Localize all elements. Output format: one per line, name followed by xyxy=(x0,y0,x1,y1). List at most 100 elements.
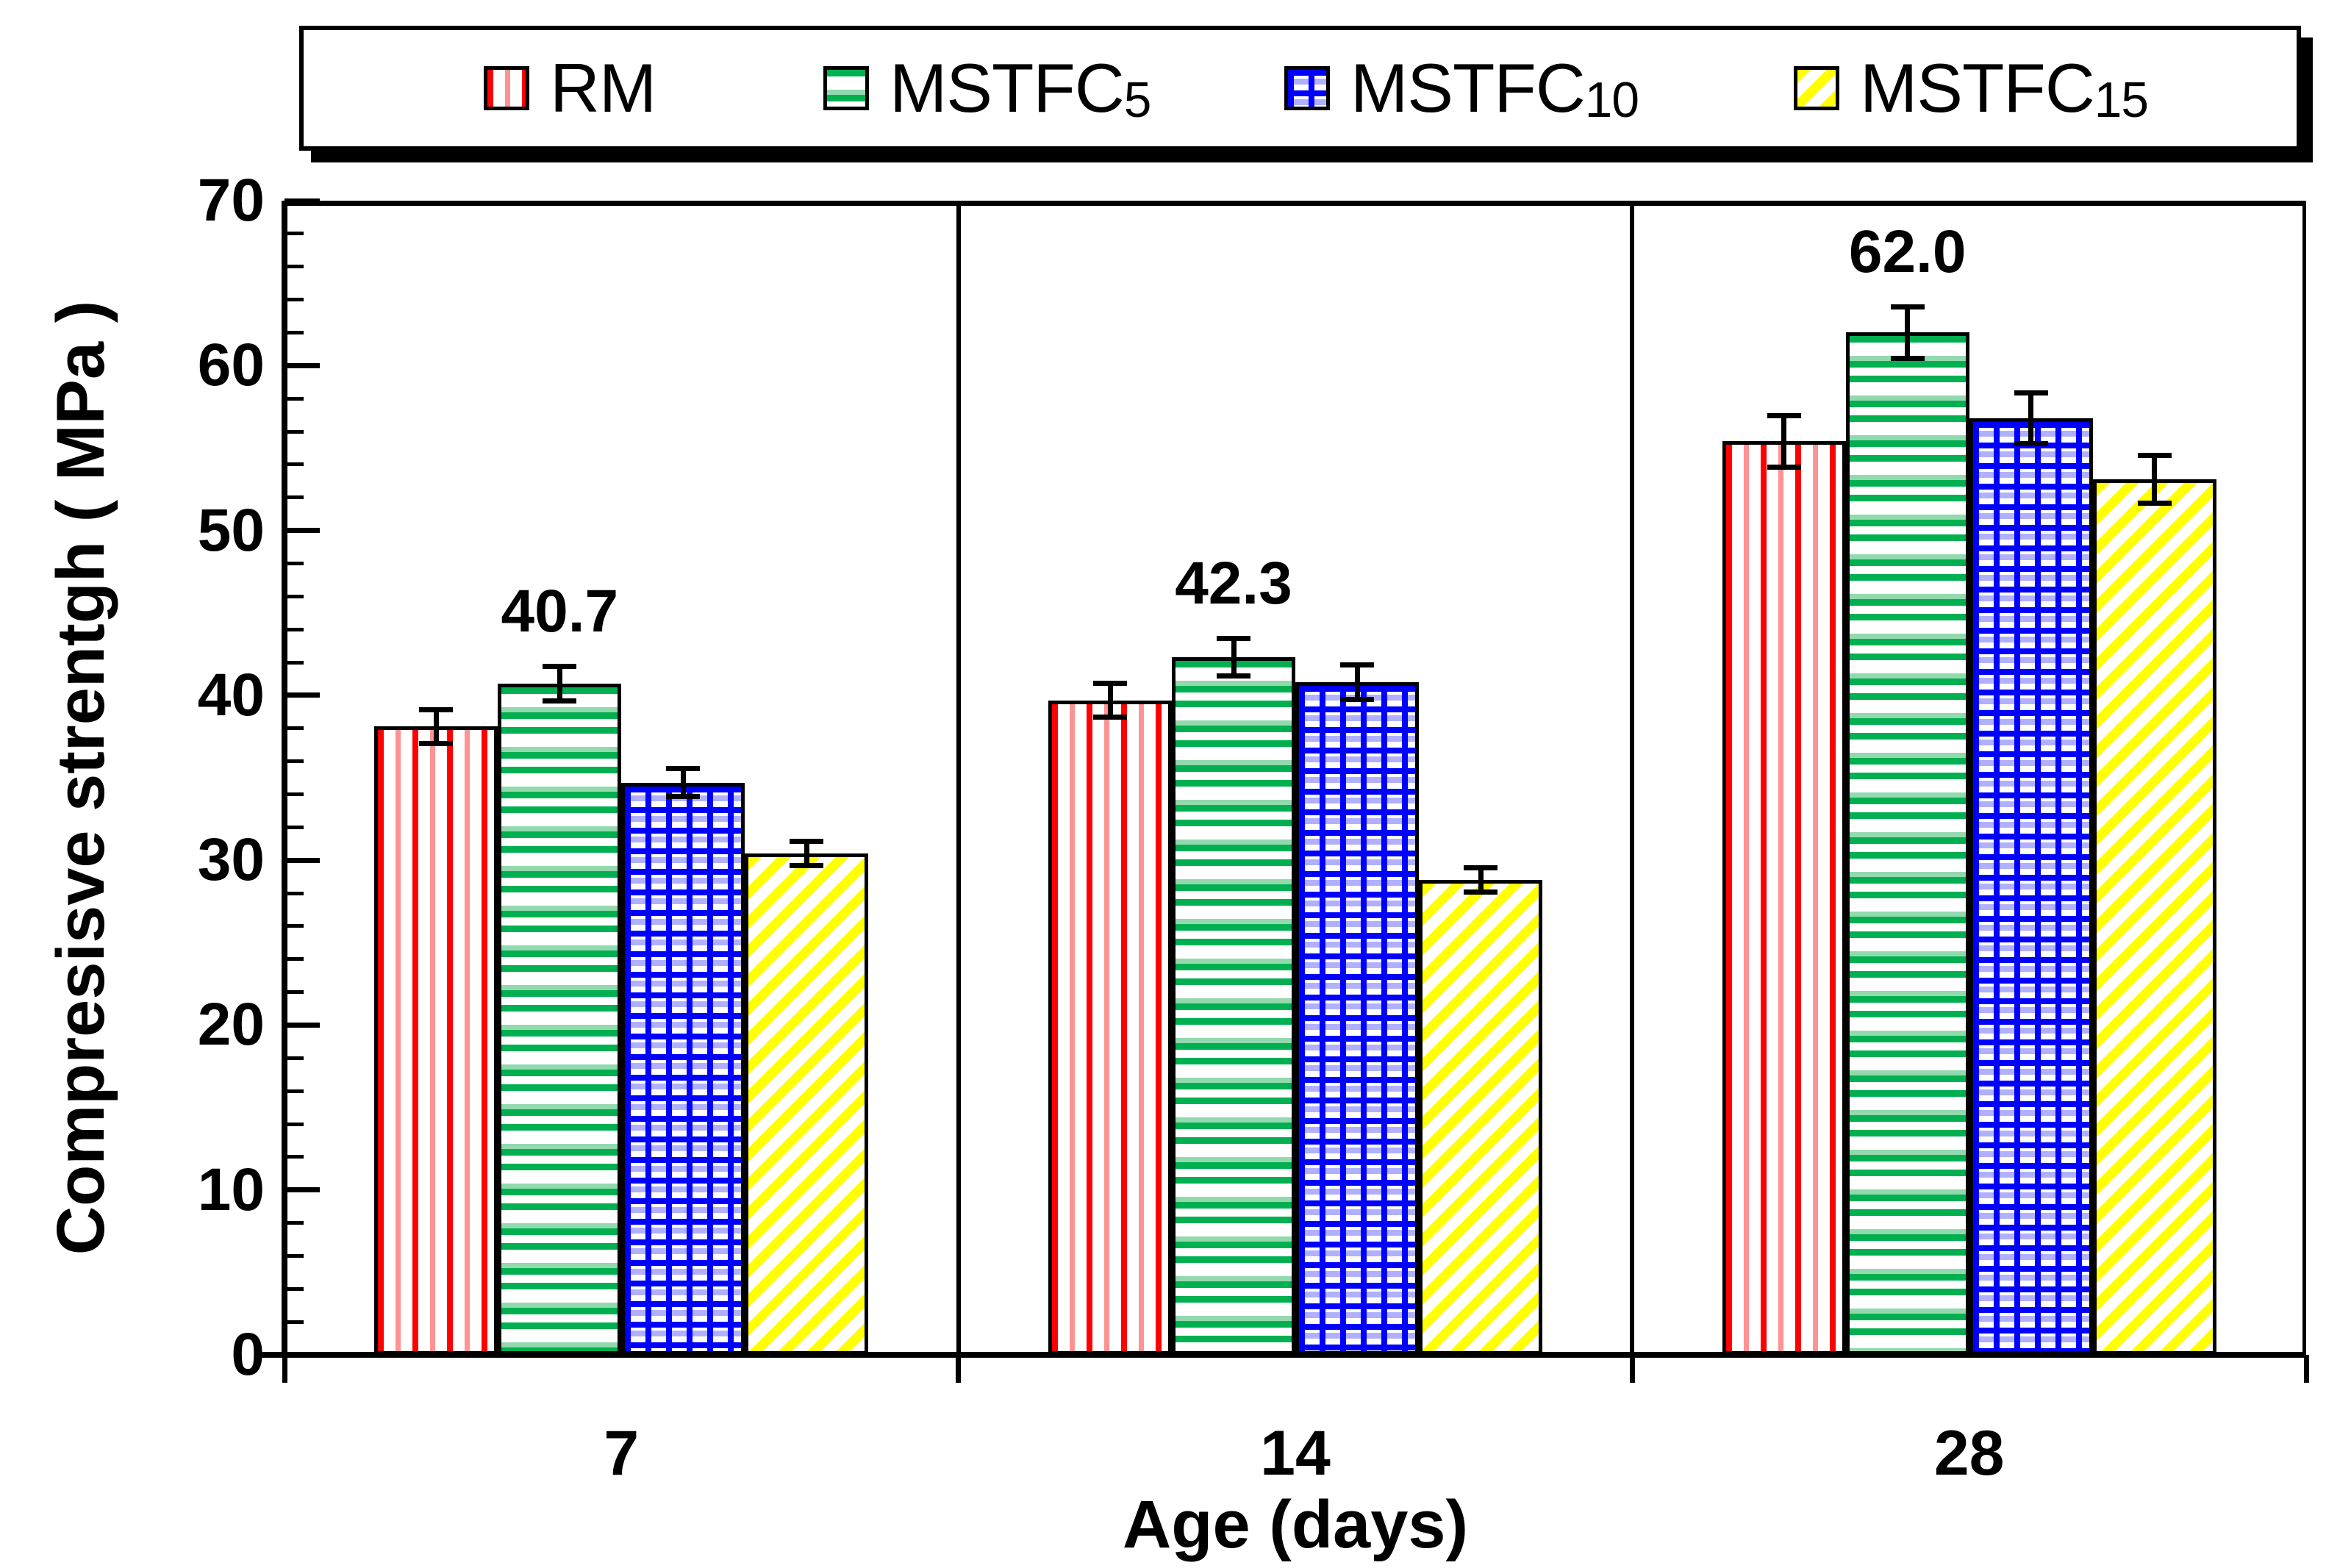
legend-label-mstfc5: MSTFC5 xyxy=(890,49,1152,128)
x-axis-tick xyxy=(1629,1355,1635,1383)
legend-label-digits: 15 xyxy=(2094,72,2149,128)
y-major-tick xyxy=(285,857,320,863)
legend-label-rm: RM xyxy=(550,49,656,126)
legend-item-mstfc15: MSTFC15 xyxy=(1794,30,2149,146)
panel-separator-2 xyxy=(1630,201,1634,1355)
bar-rm-14d xyxy=(1048,700,1172,1355)
error-bar-cap xyxy=(666,794,701,800)
y-tick-label: 50 xyxy=(197,496,265,564)
y-minor-tick xyxy=(285,561,304,565)
y-tick-label: 20 xyxy=(197,991,265,1059)
mstfc10-pattern-swatch-icon xyxy=(1284,66,1330,110)
error-bar-cap xyxy=(790,863,824,869)
y-minor-tick xyxy=(285,1056,304,1060)
panel-separator-1 xyxy=(956,201,961,1355)
y-minor-tick xyxy=(285,462,304,467)
error-bar-stem xyxy=(1354,662,1360,702)
bar-mstfc5-14d xyxy=(1172,657,1295,1355)
y-minor-tick xyxy=(285,1155,304,1159)
plot-area-border xyxy=(285,201,2306,1355)
y-minor-tick xyxy=(285,265,304,269)
bar-mstfc5-7d xyxy=(498,684,622,1355)
error-bar-cap xyxy=(1464,889,1497,895)
y-major-tick xyxy=(285,1022,320,1028)
y-minor-tick xyxy=(285,891,304,895)
error-bar-mstfc10-7d xyxy=(666,766,701,800)
y-major-tick xyxy=(285,1352,320,1358)
mstfc5-pattern-swatch-icon xyxy=(823,66,869,110)
bar-mstfc5-28d xyxy=(1845,332,1969,1355)
error-bar-mstfc15-14d xyxy=(1464,864,1497,895)
error-bar-rm-14d xyxy=(1093,680,1127,720)
error-bar-cap xyxy=(419,741,454,747)
error-bar-cap xyxy=(1340,696,1374,702)
x-category-label: 28 xyxy=(1933,1418,2005,1489)
y-minor-tick xyxy=(285,825,304,829)
bar-rm-7d xyxy=(374,726,498,1355)
error-bar-stem xyxy=(557,664,562,704)
y-minor-tick xyxy=(285,495,304,500)
y-minor-tick xyxy=(285,660,304,665)
error-bar-stem xyxy=(2028,390,2034,447)
error-bar-cap xyxy=(1767,464,1801,470)
bar-mstfc15-14d xyxy=(1419,880,1542,1355)
error-bar-stem xyxy=(804,838,809,869)
y-minor-tick xyxy=(285,330,304,334)
error-bar-mstfc15-28d xyxy=(2137,453,2172,506)
error-bar-mstfc10-14d xyxy=(1340,662,1374,702)
error-bar-mstfc5-28d xyxy=(1890,304,1925,361)
y-minor-tick xyxy=(285,1253,304,1258)
bar-mstfc10-28d xyxy=(1969,418,2093,1355)
y-minor-tick xyxy=(285,1122,304,1126)
y-minor-tick xyxy=(285,1221,304,1225)
y-minor-tick xyxy=(285,726,304,731)
bar-mstfc10-14d xyxy=(1295,681,1419,1355)
y-minor-tick xyxy=(285,924,304,928)
error-bar-stem xyxy=(1231,636,1237,679)
y-minor-tick xyxy=(285,1320,304,1324)
x-category-label: 14 xyxy=(1260,1418,1331,1489)
y-major-tick xyxy=(285,692,320,698)
bar-mstfc15-7d xyxy=(745,853,869,1355)
y-minor-tick xyxy=(285,298,304,302)
y-minor-tick xyxy=(285,990,304,995)
legend: RM MSTFC5 MSTFC10 MSTFC15 xyxy=(299,26,2301,151)
rm-pattern-swatch-icon xyxy=(484,66,529,110)
y-tick-label: 40 xyxy=(197,661,265,728)
y-minor-tick xyxy=(285,1286,304,1291)
legend-label-digits: 5 xyxy=(1123,72,1152,128)
error-bar-cap xyxy=(2014,441,2048,447)
y-minor-tick xyxy=(285,396,304,401)
bar-mstfc15-28d xyxy=(2092,479,2216,1355)
x-axis-line xyxy=(261,1352,2306,1358)
error-bar-cap xyxy=(1093,715,1127,720)
legend-item-rm: RM xyxy=(484,30,656,146)
y-axis-line xyxy=(282,201,287,1355)
bar-value-label: 62.0 xyxy=(1848,218,1967,286)
y-minor-tick xyxy=(285,1089,304,1093)
legend-label-digits: 10 xyxy=(1584,72,1639,128)
error-bar-stem xyxy=(680,766,686,800)
y-minor-tick xyxy=(285,792,304,796)
error-bar-stem xyxy=(1478,864,1484,895)
legend-label-mstfc15: MSTFC15 xyxy=(1860,49,2149,128)
error-bar-cap xyxy=(1890,355,1925,361)
y-minor-tick xyxy=(285,759,304,764)
x-axis-tick xyxy=(2303,1355,2309,1383)
error-bar-cap xyxy=(543,698,577,704)
y-minor-tick xyxy=(285,594,304,598)
y-tick-label: 60 xyxy=(197,332,265,399)
y-minor-tick xyxy=(285,627,304,631)
error-bar-cap xyxy=(1217,673,1250,679)
error-bar-stem xyxy=(433,706,439,747)
error-bar-mstfc15-7d xyxy=(790,838,824,869)
bar-mstfc10-7d xyxy=(621,782,745,1355)
error-bar-stem xyxy=(2152,453,2158,506)
y-major-tick xyxy=(285,1187,320,1193)
x-axis-tick xyxy=(282,1355,287,1383)
error-bar-stem xyxy=(1107,680,1113,720)
error-bar-rm-7d xyxy=(419,706,454,747)
bar-rm-28d xyxy=(1722,441,1846,1355)
y-minor-tick xyxy=(285,232,304,236)
